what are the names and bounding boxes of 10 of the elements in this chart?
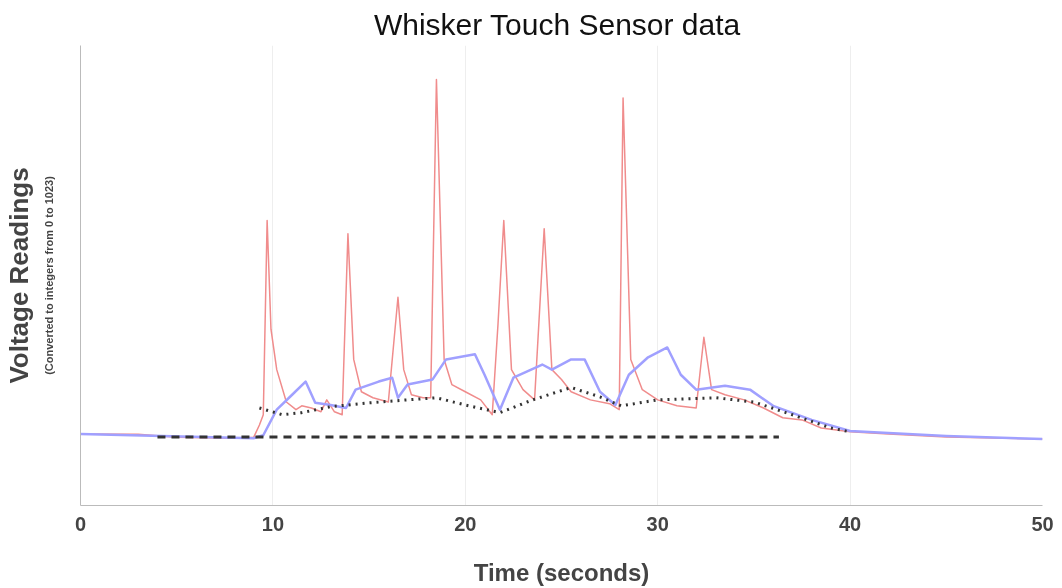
x-tick-label: 30 — [646, 512, 669, 535]
x-tick-label: 10 — [261, 512, 285, 535]
chart-title: Whisker Touch Sensor data — [373, 7, 741, 41]
x-tick-label: 40 — [838, 512, 862, 535]
x-tick-label: 0 — [74, 512, 87, 535]
x-tick-label: 50 — [1031, 512, 1054, 535]
text: (Converted to integers from 0 to 1023) — [42, 175, 55, 375]
x-axis-title: Time (seconds) — [473, 558, 650, 586]
x-tick-label: 20 — [454, 512, 477, 535]
y-axis-title: Voltage Readings — [3, 167, 34, 384]
